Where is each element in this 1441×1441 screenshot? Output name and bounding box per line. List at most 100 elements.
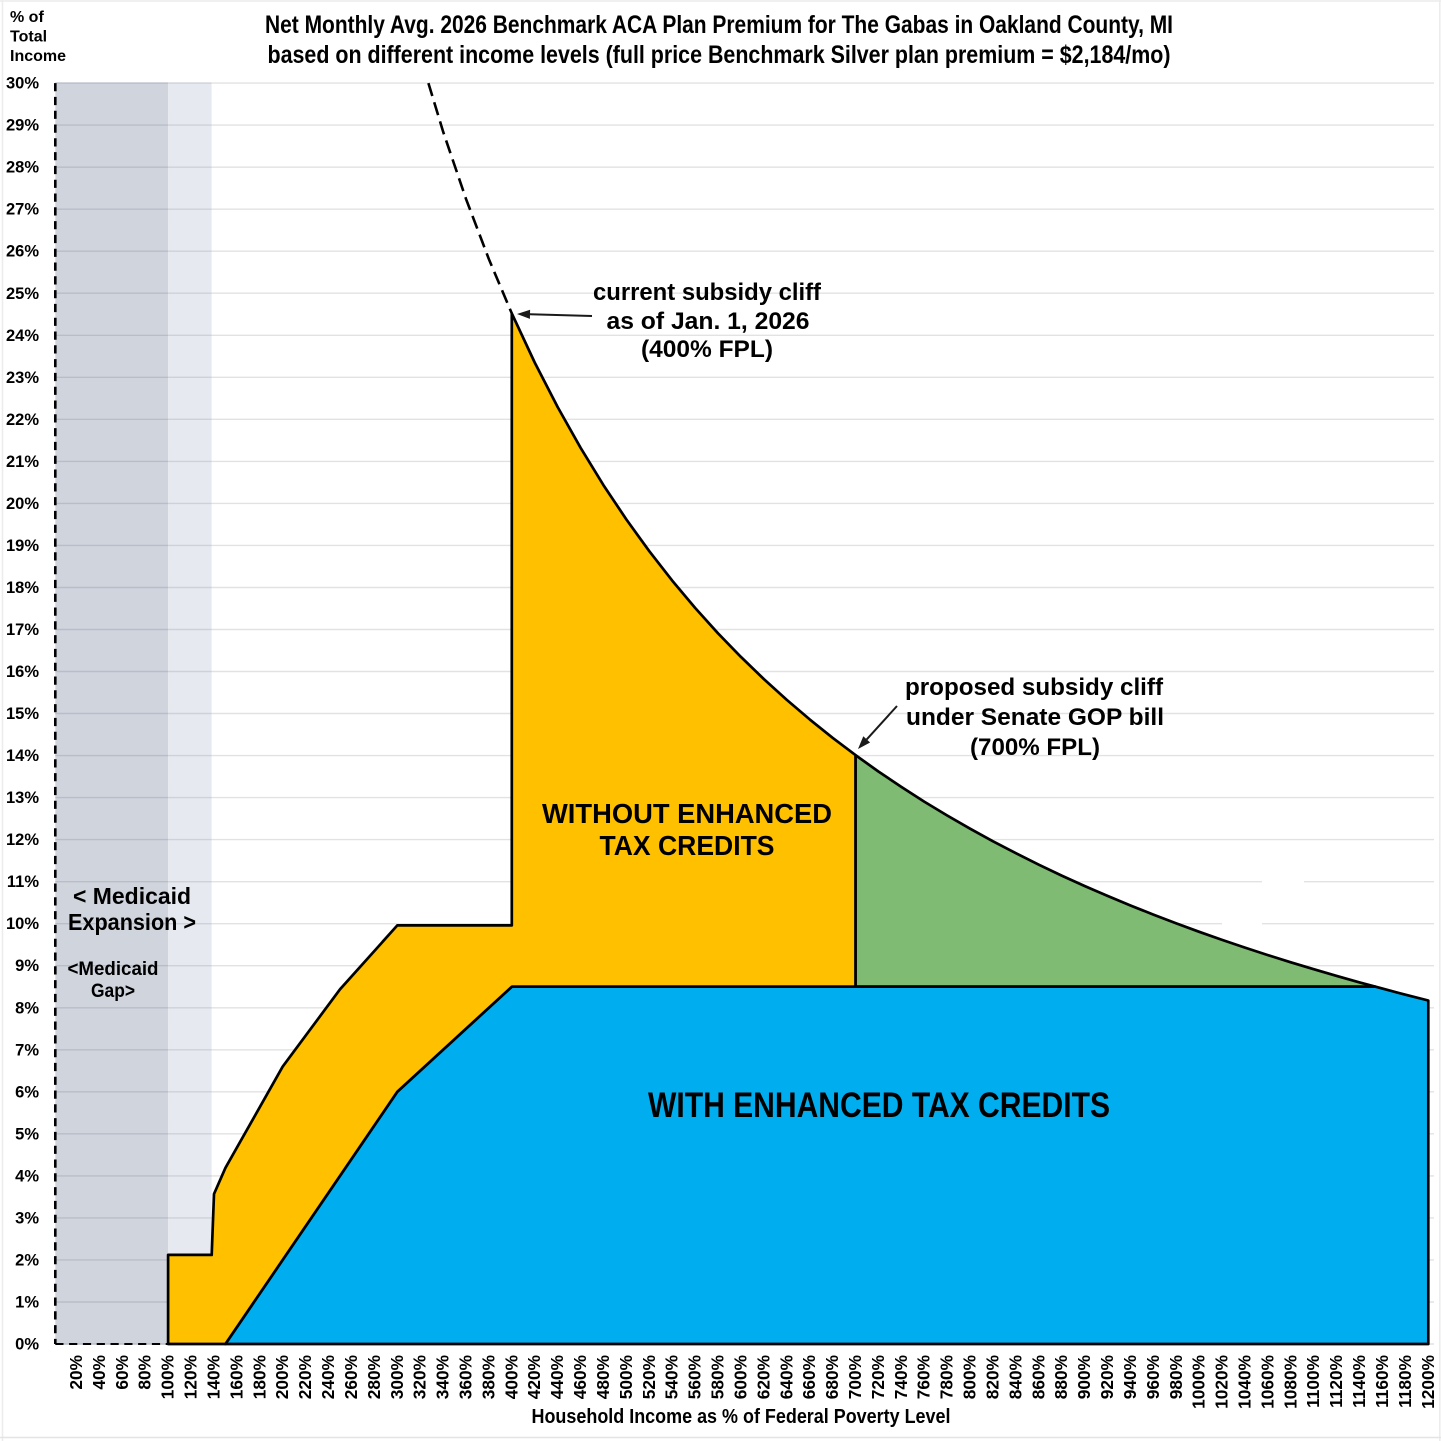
- svg-text:720%: 720%: [868, 1355, 888, 1399]
- svg-text:Gap>: Gap>: [91, 981, 135, 1002]
- svg-text:920%: 920%: [1097, 1355, 1117, 1399]
- svg-text:25%: 25%: [6, 285, 39, 303]
- svg-text:Total: Total: [10, 29, 47, 46]
- svg-text:15%: 15%: [6, 705, 39, 723]
- svg-text:280%: 280%: [364, 1355, 384, 1399]
- svg-text:120%: 120%: [181, 1355, 201, 1399]
- svg-text:80%: 80%: [135, 1355, 155, 1390]
- svg-text:23%: 23%: [6, 369, 39, 387]
- svg-text:420%: 420%: [524, 1355, 544, 1399]
- svg-text:(700% FPL): (700% FPL): [970, 734, 1100, 761]
- svg-text:480%: 480%: [593, 1355, 613, 1399]
- svg-text:1160%: 1160%: [1372, 1355, 1392, 1408]
- svg-text:580%: 580%: [708, 1355, 728, 1399]
- svg-text:140%: 140%: [204, 1355, 224, 1399]
- svg-text:6%: 6%: [15, 1083, 39, 1101]
- svg-text:1100%: 1100%: [1303, 1355, 1323, 1408]
- svg-text:Expansion >: Expansion >: [68, 909, 196, 935]
- svg-text:1080%: 1080%: [1280, 1355, 1300, 1409]
- svg-text:1%: 1%: [15, 1293, 39, 1311]
- svg-text:(400% FPL): (400% FPL): [641, 336, 773, 363]
- svg-text:7%: 7%: [15, 1041, 39, 1059]
- svg-text:760%: 760%: [914, 1355, 934, 1399]
- svg-text:16%: 16%: [6, 663, 39, 681]
- svg-text:30%: 30%: [6, 75, 39, 93]
- svg-text:under Senate GOP bill: under Senate GOP bill: [906, 704, 1164, 731]
- svg-text:800%: 800%: [960, 1355, 980, 1399]
- svg-text:240%: 240%: [318, 1355, 338, 1399]
- svg-text:640%: 640%: [776, 1355, 796, 1399]
- svg-text:24%: 24%: [6, 327, 39, 345]
- svg-text:13%: 13%: [6, 789, 39, 807]
- svg-text:1200%: 1200%: [1418, 1355, 1438, 1409]
- svg-text:100%: 100%: [158, 1355, 178, 1399]
- svg-text:Net Monthly Avg. 2026 Benchmar: Net Monthly Avg. 2026 Benchmark ACA Plan…: [265, 11, 1173, 39]
- svg-text:980%: 980%: [1166, 1355, 1186, 1399]
- svg-text:400%: 400%: [501, 1355, 521, 1399]
- svg-text:700%: 700%: [845, 1355, 865, 1399]
- svg-text:360%: 360%: [456, 1355, 476, 1399]
- svg-text:as of Jan. 1, 2026: as of Jan. 1, 2026: [607, 308, 810, 335]
- svg-text:20%: 20%: [66, 1355, 86, 1390]
- svg-text:840%: 840%: [1005, 1355, 1025, 1399]
- svg-text:% of: % of: [10, 9, 44, 26]
- svg-text:21%: 21%: [6, 453, 39, 471]
- svg-text:1140%: 1140%: [1349, 1355, 1369, 1408]
- svg-text:660%: 660%: [799, 1355, 819, 1399]
- svg-text:500%: 500%: [616, 1355, 636, 1399]
- svg-text:18%: 18%: [6, 579, 39, 597]
- svg-text:14%: 14%: [6, 747, 39, 765]
- svg-text:1000%: 1000%: [1189, 1355, 1209, 1409]
- svg-text:3%: 3%: [15, 1209, 39, 1227]
- svg-text:1020%: 1020%: [1212, 1355, 1232, 1409]
- svg-text:5%: 5%: [15, 1125, 39, 1143]
- svg-text:600%: 600%: [730, 1355, 750, 1399]
- svg-text:680%: 680%: [822, 1355, 842, 1399]
- svg-text:1180%: 1180%: [1395, 1355, 1415, 1408]
- svg-text:620%: 620%: [753, 1355, 773, 1399]
- svg-text:current subsidy cliff: current subsidy cliff: [593, 279, 822, 306]
- svg-text:20%: 20%: [6, 495, 39, 513]
- svg-text:10%: 10%: [6, 915, 39, 933]
- svg-text:320%: 320%: [410, 1355, 430, 1399]
- svg-text:220%: 220%: [295, 1355, 315, 1399]
- svg-text:8%: 8%: [15, 999, 39, 1017]
- svg-text:Household Income as % of Feder: Household Income as % of Federal Poverty…: [532, 1406, 951, 1428]
- svg-text:780%: 780%: [937, 1355, 957, 1399]
- svg-text:740%: 740%: [891, 1355, 911, 1399]
- svg-text:based on different income leve: based on different income levels (full p…: [268, 41, 1171, 69]
- svg-text:940%: 940%: [1120, 1355, 1140, 1399]
- svg-text:1060%: 1060%: [1257, 1355, 1277, 1409]
- svg-text:380%: 380%: [478, 1355, 498, 1399]
- svg-text:19%: 19%: [6, 537, 39, 555]
- svg-text:27%: 27%: [6, 201, 39, 219]
- svg-text:2%: 2%: [15, 1251, 39, 1269]
- svg-text:proposed subsidy cliff: proposed subsidy cliff: [905, 674, 1164, 701]
- svg-text:960%: 960%: [1143, 1355, 1163, 1399]
- svg-text:28%: 28%: [6, 159, 39, 177]
- svg-text:180%: 180%: [249, 1355, 269, 1399]
- svg-text:880%: 880%: [1051, 1355, 1071, 1399]
- svg-text:11%: 11%: [7, 873, 39, 891]
- svg-text:1120%: 1120%: [1326, 1355, 1346, 1408]
- svg-text:TAX CREDITS: TAX CREDITS: [600, 830, 775, 861]
- svg-text:29%: 29%: [6, 117, 39, 135]
- svg-text:200%: 200%: [272, 1355, 292, 1399]
- svg-text:4%: 4%: [15, 1167, 39, 1185]
- svg-text:340%: 340%: [433, 1355, 453, 1399]
- svg-text:17%: 17%: [6, 621, 39, 639]
- svg-text:300%: 300%: [387, 1355, 407, 1399]
- svg-text:12%: 12%: [6, 831, 39, 849]
- svg-text:9%: 9%: [15, 957, 39, 975]
- svg-text:860%: 860%: [1028, 1355, 1048, 1399]
- svg-text:460%: 460%: [570, 1355, 590, 1399]
- svg-text:560%: 560%: [685, 1355, 705, 1399]
- svg-text:Income: Income: [10, 48, 66, 65]
- svg-text:< Medicaid: < Medicaid: [73, 883, 191, 909]
- svg-text:40%: 40%: [89, 1355, 109, 1390]
- svg-text:540%: 540%: [662, 1355, 682, 1399]
- svg-text:WITH ENHANCED TAX CREDITS: WITH ENHANCED TAX CREDITS: [648, 1086, 1110, 1125]
- svg-text:260%: 260%: [341, 1355, 361, 1399]
- svg-text:440%: 440%: [547, 1355, 567, 1399]
- svg-text:160%: 160%: [226, 1355, 246, 1399]
